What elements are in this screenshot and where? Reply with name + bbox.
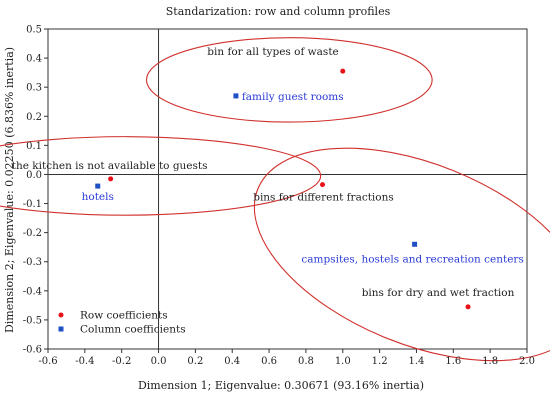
legend: Row coefficients Column coefficients bbox=[58, 310, 186, 336]
y-tick-label: 0.5 bbox=[26, 25, 42, 36]
column-coefficient-point bbox=[233, 93, 239, 99]
x-axis-title: Dimension 1; Eigenvalue: 0.30671 (93.16%… bbox=[138, 379, 424, 392]
x-tick-label: -0.4 bbox=[75, 356, 94, 367]
row-coefficient-point bbox=[108, 176, 114, 182]
y-tick-label: 0.1 bbox=[26, 141, 42, 152]
axis-ticks: -0.6 -0.4 -0.2 0.0 0.2 0.4 0.6 0.8 1.0 1.2 1.4 1.6 1… bbox=[23, 25, 535, 368]
point-labels: bin for all types of waste the kitchen is… bbox=[12, 46, 524, 299]
y-tick-label: -0.6 bbox=[23, 345, 42, 356]
row-coefficient-point bbox=[465, 304, 471, 310]
legend-label: Row coefficients bbox=[80, 310, 168, 322]
x-tick-label: 0.2 bbox=[187, 356, 203, 367]
y-tick-label: 0.2 bbox=[26, 112, 42, 123]
row-coefficient-point bbox=[320, 182, 326, 188]
row-point-label: bins for dry and wet fraction bbox=[362, 287, 515, 299]
x-tick-label: 0.4 bbox=[224, 356, 240, 367]
group-ellipses bbox=[0, 37, 550, 362]
legend-marker-row bbox=[58, 312, 64, 318]
row-coefficient-point bbox=[340, 68, 346, 74]
y-tick-label: 0.3 bbox=[26, 83, 42, 94]
group-ellipse bbox=[253, 147, 550, 362]
group-ellipse bbox=[0, 136, 322, 216]
x-tick-label: 1.0 bbox=[335, 356, 351, 367]
y-tick-label: -0.4 bbox=[23, 286, 42, 297]
x-tick-label: 1.8 bbox=[482, 356, 498, 367]
chart-title: Standarization: row and column profiles bbox=[166, 5, 391, 18]
column-point-label: family guest rooms bbox=[242, 91, 344, 103]
y-tick-label: -0.1 bbox=[23, 199, 42, 210]
y-tick-label: 0.0 bbox=[26, 170, 42, 181]
x-tick-label: -0.2 bbox=[112, 356, 131, 367]
y-tick-label: -0.2 bbox=[23, 228, 42, 239]
column-point-label: hotels bbox=[82, 191, 114, 203]
y-axis-title: Dimension 2; Eigenvalue: 0.02250 (6.836%… bbox=[3, 47, 16, 333]
column-point-label: campsites, hostels and recreation center… bbox=[301, 253, 523, 265]
x-tick-label: 1.4 bbox=[409, 356, 425, 367]
column-coefficient-point bbox=[95, 183, 101, 189]
x-tick-label: 2.0 bbox=[519, 356, 535, 367]
plot-border bbox=[47, 28, 528, 350]
column-coefficient-point bbox=[412, 241, 418, 247]
x-tick-label: 1.6 bbox=[445, 356, 461, 367]
row-point-label: bins for different fractions bbox=[253, 192, 394, 204]
x-tick-label: 0.0 bbox=[151, 356, 167, 367]
y-tick-label: -0.5 bbox=[23, 315, 42, 326]
data-points bbox=[95, 68, 471, 310]
legend-label: Column coefficients bbox=[80, 324, 186, 336]
x-tick-label: 0.8 bbox=[298, 356, 314, 367]
legend-marker-column bbox=[58, 326, 64, 332]
y-tick-label: -0.3 bbox=[23, 257, 42, 268]
group-ellipse bbox=[146, 37, 433, 123]
row-point-label: the kitchen is not available to guests bbox=[12, 160, 208, 172]
plot-frame bbox=[47, 28, 528, 350]
x-tick-label: 0.6 bbox=[261, 356, 277, 367]
x-tick-label: -0.6 bbox=[38, 356, 57, 367]
x-tick-label: 1.2 bbox=[372, 356, 388, 367]
row-point-label: bin for all types of waste bbox=[207, 46, 339, 58]
y-tick-label: 0.4 bbox=[26, 54, 42, 65]
